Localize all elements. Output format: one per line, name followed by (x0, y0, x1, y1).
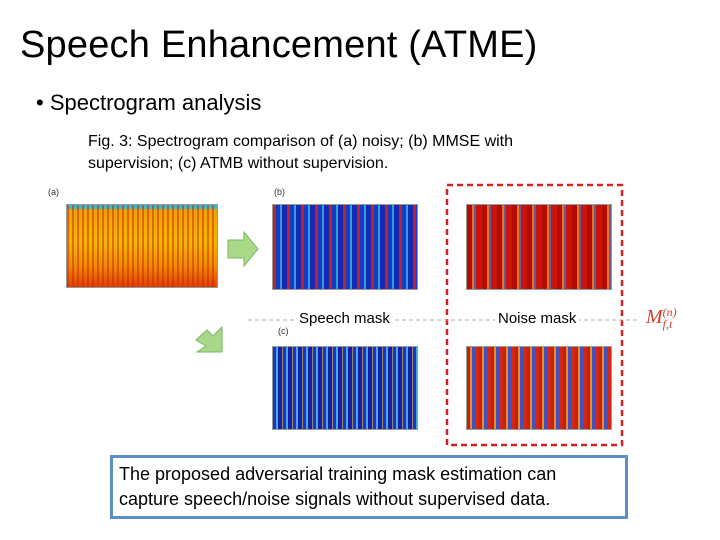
spectrogram (466, 346, 612, 430)
symbol-sup: (n) (662, 305, 677, 319)
slide-title: Speech Enhancement (ATME) (20, 24, 538, 66)
mask-label: Noise mask (495, 310, 580, 327)
spectrogram (272, 346, 418, 430)
bullet: • Spectrogram analysis (36, 90, 262, 115)
spectrogram (272, 204, 418, 290)
bullet-text: Spectrogram analysis (49, 90, 262, 115)
mask-label: Speech mask (296, 310, 393, 327)
symbol-sub: f,t (662, 317, 673, 331)
spectrogram (466, 204, 612, 290)
callout: The proposed adversarial training mask e… (110, 455, 628, 519)
figure-caption: Fig. 3: Spectrogram comparison of (a) no… (88, 133, 514, 172)
symbol-base: M (646, 306, 663, 328)
panel-label: (a) (48, 187, 59, 197)
arrow (195, 325, 223, 353)
highlight-box (445, 183, 624, 447)
panel-label: (b) (274, 187, 285, 197)
spectrogram (66, 204, 218, 288)
math-symbol: M (n) f,t (646, 306, 677, 330)
arrow (227, 230, 259, 268)
panel-label: (c) (278, 326, 289, 336)
